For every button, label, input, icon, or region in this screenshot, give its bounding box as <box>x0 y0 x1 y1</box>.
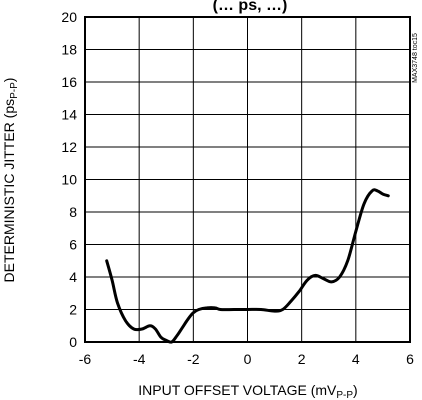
y-tick-label: 12 <box>61 139 77 155</box>
y-tick-label: 4 <box>69 269 77 285</box>
x-axis-title-main: INPUT OFFSET VOLTAGE (mV <box>138 382 337 398</box>
figure-id-note: MAX3748 toc15 <box>412 33 419 83</box>
x-axis-title-subscript: P-P <box>336 390 353 400</box>
x-axis-title: INPUT OFFSET VOLTAGE (mVP-P) <box>138 382 357 400</box>
y-tick-label: 18 <box>61 42 77 58</box>
y-tick-label: 0 <box>69 334 77 350</box>
y-tick-label: 10 <box>61 172 77 188</box>
chart-title-fragment: (… ps, …) <box>213 0 288 14</box>
jitter-series-line <box>105 188 390 344</box>
plot-frame <box>84 16 411 343</box>
y-tick-label: 14 <box>61 107 77 123</box>
y-tick-label: 8 <box>69 204 77 220</box>
x-tick-label: 0 <box>244 351 252 367</box>
x-tick-label: -6 <box>79 351 92 367</box>
y-axis-title-close: ) <box>1 78 17 83</box>
y-tick-label: 16 <box>61 74 77 90</box>
x-tick-label: -4 <box>133 351 146 367</box>
x-axis-title-close: ) <box>353 382 358 398</box>
y-axis-title-subscript: P-P <box>9 82 20 99</box>
x-tick-label: 6 <box>406 351 414 367</box>
y-tick-label: 20 <box>61 9 77 25</box>
tick-labels: -6 -4 -2 0 2 4 6 0 2 4 6 8 10 12 14 16 18 20 <box>61 9 414 367</box>
y-axis-title: DETERMINISTIC JITTER (psP-P) <box>1 78 20 283</box>
x-tick-label: 4 <box>352 351 360 367</box>
grid <box>85 17 410 342</box>
y-tick-label: 2 <box>69 302 77 318</box>
plot-area <box>105 188 390 344</box>
y-tick-label: 6 <box>69 237 77 253</box>
x-tick-label: 2 <box>298 351 306 367</box>
x-tick-label: -2 <box>187 351 200 367</box>
y-axis-title-main: DETERMINISTIC JITTER (ps <box>1 99 17 283</box>
